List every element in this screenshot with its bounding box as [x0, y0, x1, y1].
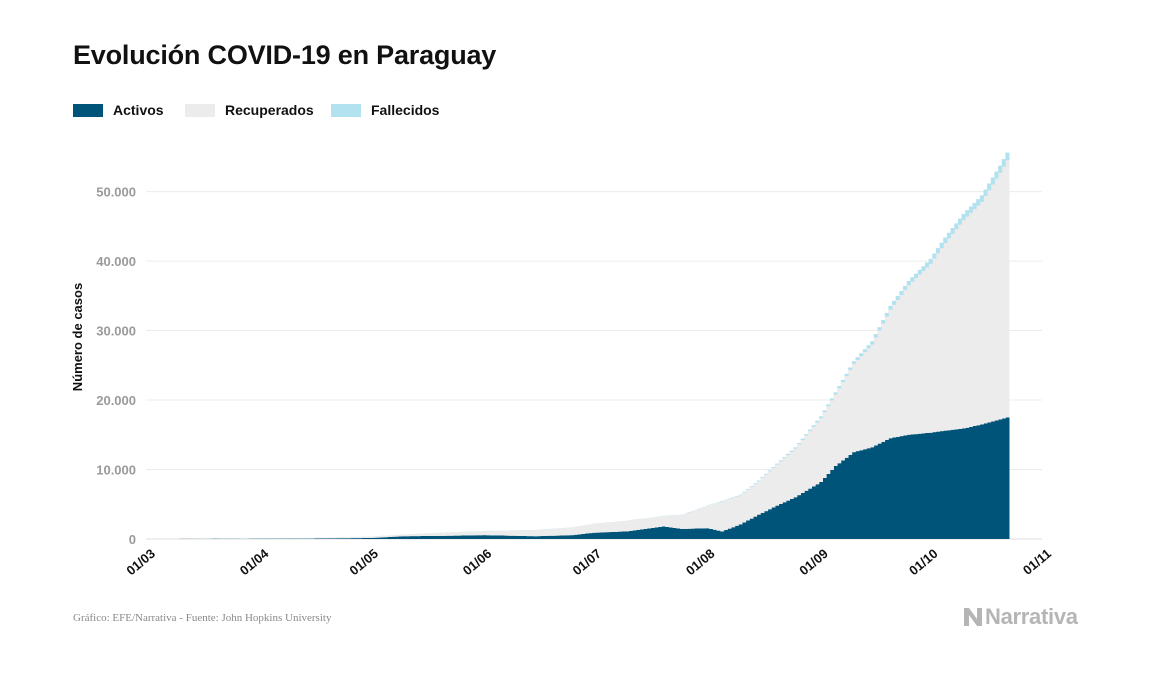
legend: Activos Recuperados Fallecidos — [73, 102, 439, 118]
x-tick-label: 01/10 — [906, 546, 941, 578]
y-axis-label: Número de casos — [70, 283, 85, 391]
legend-swatch-fallecidos — [331, 103, 361, 117]
x-tick-label: 01/06 — [460, 546, 495, 578]
brand-logo: Narrativa — [963, 604, 1078, 630]
x-tick-label: 01/05 — [346, 546, 381, 578]
y-tick-label: 0 — [129, 532, 136, 547]
y-tick-label: 10.000 — [96, 463, 136, 478]
x-tick-label: 01/07 — [570, 546, 605, 578]
source-note: Gráfico: EFE/Narrativa - Fuente: John Ho… — [73, 612, 332, 624]
chart-title: Evolución COVID-19 en Paraguay — [73, 40, 497, 70]
y-axis-ticks: 0 10.000 20.000 30.000 40.000 50.000 — [96, 185, 136, 547]
legend-label-recuperados: Recuperados — [225, 102, 314, 118]
legend-swatch-activos — [73, 103, 103, 117]
y-tick-label: 40.000 — [96, 254, 136, 269]
legend-label-fallecidos: Fallecidos — [371, 102, 440, 118]
y-tick-label: 50.000 — [96, 185, 136, 200]
x-tick-label: 01/11 — [1020, 546, 1054, 578]
legend-label-activos: Activos — [113, 102, 164, 118]
brand-name: Narrativa — [985, 604, 1078, 629]
narrativa-logo-icon — [964, 608, 982, 626]
series-area-activos — [167, 417, 1010, 539]
x-tick-label: 01/03 — [123, 546, 158, 578]
stacked-areas — [167, 152, 1010, 539]
x-axis-ticks: 01/03 01/04 01/05 01/06 01/07 01/08 01/09 01/10… — [123, 545, 1054, 578]
x-tick-label: 01/09 — [796, 546, 831, 578]
y-tick-label: 20.000 — [96, 393, 136, 408]
legend-item-fallecidos: Fallecidos — [331, 102, 439, 118]
legend-item-recuperados: Recuperados — [185, 102, 331, 118]
y-tick-label: 30.000 — [96, 324, 136, 339]
legend-swatch-recuperados — [185, 103, 215, 117]
x-tick-label: 01/04 — [237, 545, 272, 578]
legend-item-activos: Activos — [73, 102, 185, 118]
x-tick-label: 01/08 — [683, 546, 718, 578]
